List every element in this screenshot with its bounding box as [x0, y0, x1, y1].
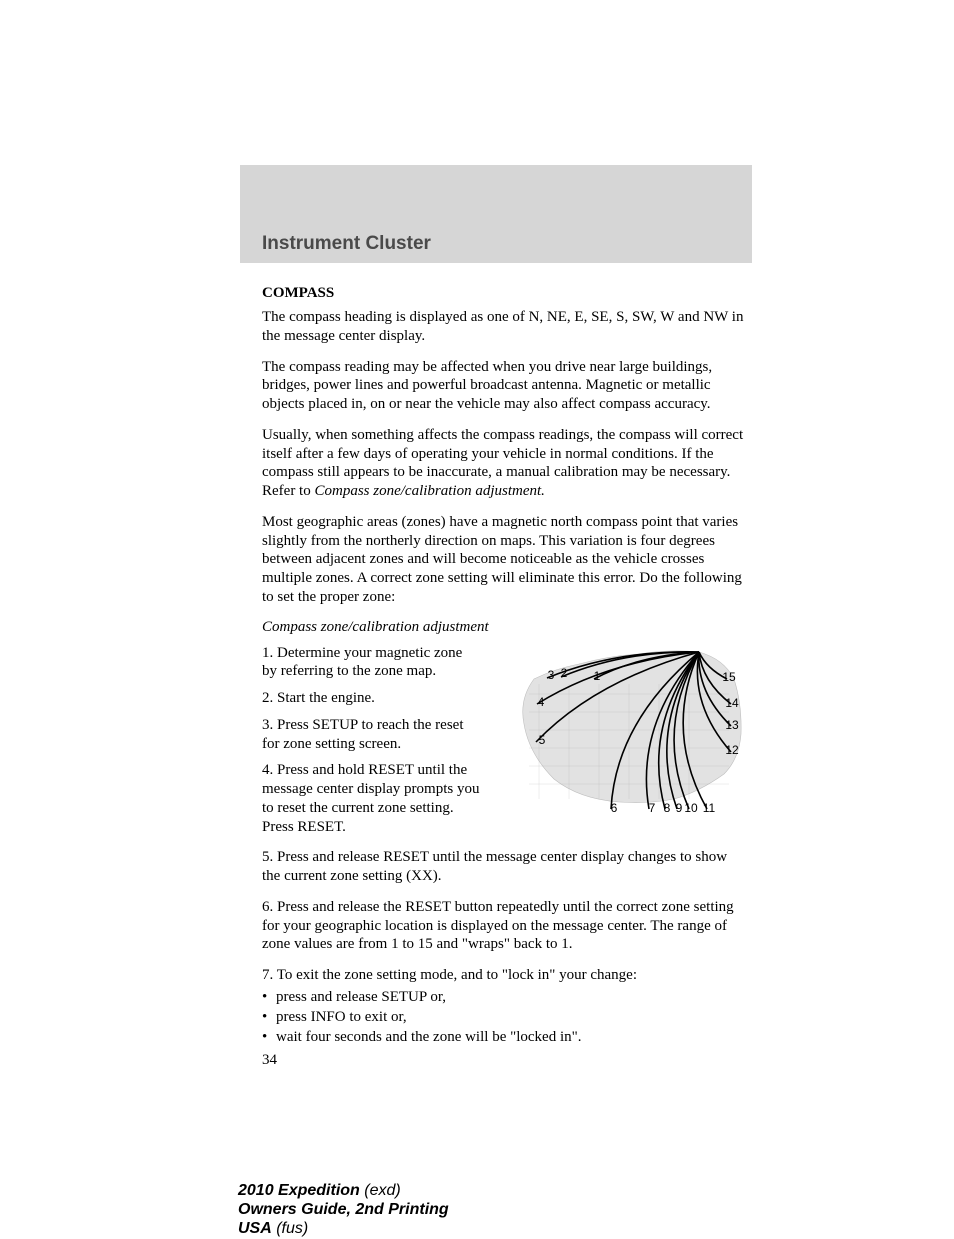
paragraph-2: The compass reading may be affected when…: [262, 358, 744, 414]
bullet-3: wait four seconds and the zone will be "…: [262, 1027, 744, 1047]
svg-text:7: 7: [649, 801, 656, 815]
footer: 2010 Expedition (exd) Owners Guide, 2nd …: [238, 1181, 449, 1239]
footer-model-code: (exd): [360, 1182, 401, 1199]
svg-text:14: 14: [725, 696, 739, 710]
footer-model: 2010 Expedition: [238, 1182, 360, 1199]
svg-text:9: 9: [676, 801, 683, 815]
subsection-heading: Compass zone/calibration adjustment: [262, 619, 744, 636]
svg-text:3: 3: [548, 668, 555, 682]
paragraph-4: Most geographic areas (zones) have a mag…: [262, 513, 744, 607]
bullet-1: press and release SETUP or,: [262, 987, 744, 1007]
step-7: 7. To exit the zone setting mode, and to…: [262, 966, 744, 985]
paragraph-1: The compass heading is displayed as one …: [262, 308, 744, 346]
exit-options-list: press and release SETUP or, press INFO t…: [262, 987, 744, 1048]
svg-text:15: 15: [722, 670, 736, 684]
svg-text:8: 8: [664, 801, 671, 815]
step-6: 6. Press and release the RESET button re…: [262, 898, 744, 954]
step-2: 2. Start the engine.: [262, 689, 481, 708]
svg-text:6: 6: [611, 801, 618, 815]
svg-text:10: 10: [684, 801, 698, 815]
svg-text:4: 4: [538, 695, 545, 709]
step-3: 3. Press SETUP to reach the reset for zo…: [262, 716, 481, 754]
paragraph-3: Usually, when something affects the comp…: [262, 426, 744, 501]
step-5: 5. Press and release RESET until the mes…: [262, 848, 744, 886]
bullet-2: press INFO to exit or,: [262, 1007, 744, 1027]
svg-text:11: 11: [703, 801, 716, 815]
compass-heading: COMPASS: [262, 285, 744, 302]
zone-map-diagram: 123456789101112131415: [499, 644, 744, 819]
svg-text:5: 5: [539, 733, 546, 747]
footer-guide: Owners Guide, 2nd Printing: [238, 1201, 449, 1218]
header-band: Instrument Cluster: [240, 165, 752, 263]
svg-text:13: 13: [725, 718, 739, 732]
section-title: Instrument Cluster: [240, 227, 752, 263]
step-4: 4. Press and hold RESET until the messag…: [262, 761, 481, 836]
paragraph-3-ref: Compass zone/calibration adjustment.: [314, 483, 544, 499]
page-number: 34: [262, 1052, 744, 1069]
step-1: 1. Determine your magnetic zone by refer…: [262, 644, 481, 682]
svg-text:12: 12: [725, 743, 739, 757]
